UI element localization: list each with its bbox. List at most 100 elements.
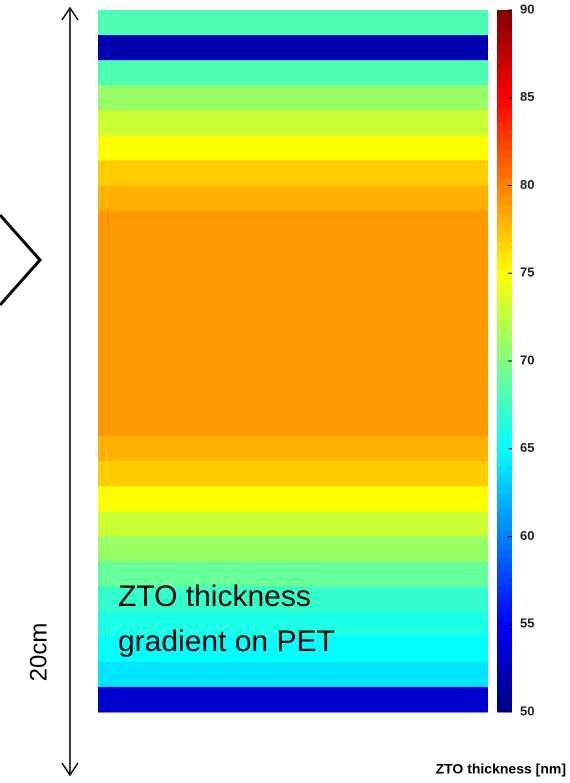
colorbar-segment [497, 466, 512, 474]
colorbar-segment [497, 333, 512, 341]
colorbar-segment [497, 586, 512, 594]
colorbar-segment [497, 31, 512, 39]
colorbar-segment [497, 164, 512, 172]
colorbar-segment [497, 129, 512, 137]
colorbar-segment [497, 579, 512, 587]
colorbar-segment [497, 684, 512, 692]
colorbar-segment [497, 558, 512, 566]
colorbar-segment [497, 340, 512, 348]
colorbar-segment [497, 431, 512, 439]
colorbar-segment [497, 389, 512, 397]
colorbar-segment [497, 452, 512, 460]
colorbar-segment [497, 368, 512, 376]
colorbar-segment [497, 515, 512, 523]
colorbar-segment [497, 551, 512, 559]
colorbar-segment [497, 66, 512, 74]
colorbar-segment [497, 403, 512, 411]
colorbar-segment [497, 150, 512, 158]
heatmap-row [98, 461, 488, 487]
heatmap-row [98, 511, 488, 537]
colorbar-segment [497, 508, 512, 516]
heatmap-row [98, 687, 488, 713]
colorbar-segment [497, 263, 512, 271]
colorbar-segment [497, 635, 512, 643]
colorbar-segment [497, 277, 512, 285]
colorbar-segment [497, 312, 512, 320]
heatmap-row [98, 386, 488, 412]
colorbar-segment [497, 593, 512, 601]
colorbar-segment [497, 544, 512, 552]
heatmap-row [98, 286, 488, 312]
colorbar-segment [497, 101, 512, 109]
colorbar-segment [497, 10, 512, 18]
colorbar-segment [497, 319, 512, 327]
colorbar-segment [497, 305, 512, 313]
colorbar-tick-label: 65 [520, 440, 534, 455]
colorbar-segment [497, 572, 512, 580]
heatmap-row [98, 662, 488, 688]
colorbar-segment [497, 361, 512, 369]
colorbar-segment [497, 326, 512, 334]
colorbar-segment [497, 677, 512, 685]
colorbar-segment [497, 59, 512, 67]
heatmap-row [98, 411, 488, 437]
heatmap-row [98, 186, 488, 212]
heatmap-row [98, 211, 488, 237]
colorbar-segment [497, 459, 512, 467]
heatmap-row [98, 361, 488, 387]
colorbar-segment [497, 410, 512, 418]
colorbar-segment [497, 656, 512, 664]
colorbar-segment [497, 642, 512, 650]
chevron [0, 215, 40, 305]
colorbar-segment [497, 221, 512, 229]
colorbar-tick-label: 55 [520, 616, 534, 631]
chart: 20cm 505560657075808590 ZTO thickness gr… [0, 0, 570, 783]
colorbar-segment [497, 607, 512, 615]
colorbar-segment [497, 207, 512, 215]
annotation: ZTO thickness [118, 580, 311, 613]
scale-label: 20cm [25, 623, 52, 682]
heatmap-row [98, 60, 488, 86]
colorbar-segment [497, 614, 512, 622]
colorbar-segment [497, 136, 512, 144]
colorbar-segment [497, 354, 512, 362]
page: {"chart_data": {"type": "heatmap", "colo… [0, 0, 570, 783]
colorbar-segment [497, 115, 512, 123]
colorbar-label: ZTO thickness [nm] [436, 761, 566, 777]
colorbar-segment [497, 24, 512, 32]
colorbar-tick-label: 50 [520, 703, 534, 718]
colorbar-tick-label: 70 [520, 352, 534, 367]
colorbar-segment [497, 256, 512, 264]
colorbar-segment [497, 522, 512, 530]
heatmap-row [98, 10, 488, 36]
colorbar-segment [497, 214, 512, 222]
heatmap-row [98, 311, 488, 337]
colorbar-segment [497, 17, 512, 25]
colorbar-segment [497, 670, 512, 678]
colorbar-segment [497, 284, 512, 292]
colorbar-segment [497, 396, 512, 404]
colorbar-tick-label: 75 [520, 265, 534, 280]
heatmap-row [98, 436, 488, 462]
colorbar-segment [497, 529, 512, 537]
colorbar-segment [497, 228, 512, 236]
colorbar-segment [497, 438, 512, 446]
colorbar-segment [497, 565, 512, 573]
colorbar-segment [497, 52, 512, 60]
colorbar-segment [497, 108, 512, 116]
colorbar-segment [497, 417, 512, 425]
colorbar-segment [497, 705, 512, 713]
colorbar-segment [497, 178, 512, 186]
heatmap-row [98, 110, 488, 136]
colorbar-segment [497, 487, 512, 495]
colorbar-segment [497, 186, 512, 194]
colorbar-segment [497, 122, 512, 130]
colorbar-segment [497, 382, 512, 390]
colorbar-segment [497, 242, 512, 250]
colorbar-segment [497, 375, 512, 383]
colorbar-tick-label: 85 [520, 89, 534, 104]
colorbar-segment [497, 235, 512, 243]
colorbar-segment [497, 80, 512, 88]
colorbar-segment [497, 298, 512, 306]
